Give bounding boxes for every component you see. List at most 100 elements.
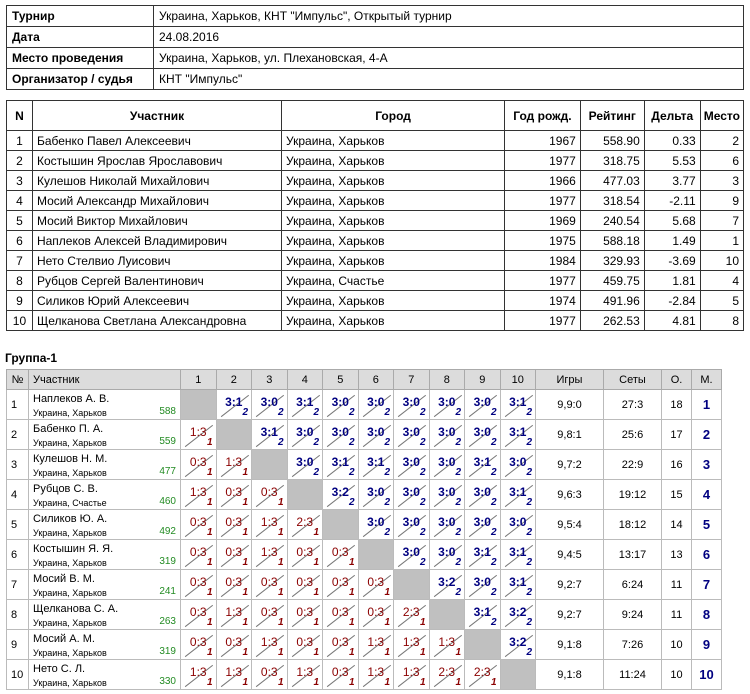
points-stat: 17 bbox=[661, 419, 692, 450]
match-result-cell: 3:1 2 bbox=[286, 389, 323, 420]
match-points: 2 bbox=[526, 497, 532, 508]
participant-cell: 588.18 bbox=[579, 230, 645, 251]
points-stat: 16 bbox=[661, 449, 692, 480]
info-key: Дата bbox=[6, 26, 154, 48]
participant-row: 5 Мосий Виктор Михайлович Украина, Харьков… bbox=[6, 210, 745, 231]
participant-cell: 3 bbox=[699, 170, 745, 191]
match-score: 3:0 bbox=[331, 425, 349, 439]
participant-cell: 5.53 bbox=[643, 150, 701, 171]
participant-cell: 8 bbox=[6, 270, 33, 291]
participant-cell: 1966 bbox=[504, 170, 581, 191]
participant-cell: 0.33 bbox=[643, 130, 701, 151]
diagonal-divider bbox=[220, 454, 249, 478]
participant-cell: Костышин Ярослав Ярославович bbox=[31, 150, 283, 171]
match-points: 2 bbox=[526, 647, 532, 658]
participant-row: 2 Костышин Ярослав Ярославович Украина, Ха… bbox=[6, 150, 745, 171]
participant-cell: -2.84 bbox=[643, 290, 701, 311]
match-score: 3:1 bbox=[509, 485, 527, 499]
match-result-cell: 2:3 1 bbox=[428, 659, 465, 690]
row-number: 5 bbox=[6, 509, 29, 540]
match-points: 2 bbox=[419, 467, 426, 478]
match-result-cell: 1:3 1 bbox=[357, 629, 394, 660]
col-header-games: Игры bbox=[535, 369, 604, 390]
match-result-cell: 3:0 2 bbox=[499, 449, 536, 480]
participant-cell: 7 bbox=[699, 210, 745, 231]
points-stat: 14 bbox=[661, 509, 692, 540]
participant-cell: 318.75 bbox=[579, 150, 645, 171]
match-points: 2 bbox=[277, 407, 284, 418]
match-points: 2 bbox=[526, 407, 532, 418]
row-number: 10 bbox=[6, 659, 29, 690]
col-header-opponent: 10 bbox=[499, 369, 536, 390]
match-result-cell: 1:3 1 bbox=[180, 479, 217, 510]
games-stat: 9,5:4 bbox=[535, 509, 604, 540]
match-result-cell: 3:0 2 bbox=[393, 419, 430, 450]
match-score: 3:0 bbox=[367, 515, 385, 529]
participant-cell: 1.49 bbox=[643, 230, 701, 251]
match-score: 0:3 bbox=[189, 635, 207, 649]
match-result-cell: 3:0 2 bbox=[357, 419, 394, 450]
match-points: 2 bbox=[419, 497, 426, 508]
place-stat: 2 bbox=[691, 419, 722, 450]
participant-cell: Украина, Харьков bbox=[281, 190, 506, 211]
player-rating: 477 bbox=[159, 466, 176, 477]
participants-header: Год рожд. bbox=[504, 100, 581, 131]
match-result-cell: 0:3 1 bbox=[286, 539, 323, 570]
participant-cell: 5 bbox=[6, 210, 33, 231]
match-score: 3:2 bbox=[331, 485, 349, 499]
match-score: 0:3 bbox=[260, 575, 278, 589]
participant-cell: 4.81 bbox=[643, 310, 701, 331]
player-name: Нето С. Л. bbox=[33, 663, 86, 675]
participant-cell: Украина, Харьков bbox=[281, 150, 506, 171]
match-result-cell: 3:0 2 bbox=[464, 509, 501, 540]
participant-cell: 1.81 bbox=[643, 270, 701, 291]
match-result-cell: 2:3 1 bbox=[464, 659, 501, 690]
match-score: 3:0 bbox=[509, 515, 527, 529]
participant-cell: 1974 bbox=[504, 290, 581, 311]
match-points: 2 bbox=[419, 527, 426, 538]
participant-cell: 1977 bbox=[504, 190, 581, 211]
match-result-cell: 3:1 2 bbox=[499, 539, 536, 570]
games-stat: 9,4:5 bbox=[535, 539, 604, 570]
diagonal-divider bbox=[504, 484, 533, 508]
diagonal-divider bbox=[326, 424, 356, 448]
diagonal-divider bbox=[362, 484, 391, 508]
row-number: 1 bbox=[6, 389, 29, 420]
diagonal-divider bbox=[255, 574, 285, 598]
match-result-cell: 3:1 2 bbox=[464, 539, 501, 570]
match-points: 1 bbox=[419, 647, 426, 658]
match-score: 3:0 bbox=[473, 425, 491, 439]
diagonal-divider bbox=[468, 574, 498, 598]
participant-row: 3 Кулешов Николай Михайлович Украина, Харь… bbox=[6, 170, 745, 191]
match-points: 2 bbox=[384, 527, 390, 538]
match-score: 3:1 bbox=[509, 395, 527, 409]
player-city: Украина, Харьков bbox=[33, 648, 107, 658]
match-score: 0:3 bbox=[367, 575, 385, 589]
diagonal-divider bbox=[291, 394, 320, 418]
match-result-cell: 3:2 2 bbox=[499, 629, 536, 660]
participant-cell: 1977 bbox=[504, 310, 581, 331]
match-score: 3:0 bbox=[473, 395, 491, 409]
match-result-cell: 3:1 2 bbox=[499, 419, 536, 450]
match-score: 1:3 bbox=[189, 485, 207, 499]
match-points: 1 bbox=[419, 617, 426, 628]
match-score: 2:3 bbox=[438, 665, 456, 679]
participant-cell: 1977 bbox=[504, 270, 581, 291]
info-row: Место проведения Украина, Харьков, ул. Пл… bbox=[6, 47, 744, 69]
diagonal-divider bbox=[184, 454, 214, 478]
match-points: 2 bbox=[384, 467, 390, 478]
participant-cell: 6 bbox=[699, 150, 745, 171]
diagonal-divider bbox=[184, 484, 214, 508]
match-points: 2 bbox=[490, 587, 497, 598]
group-row: 7 Мосий В. М. Украина, Харьков 241 0:3 1 0:3 1 0… bbox=[6, 569, 722, 600]
match-points: 1 bbox=[313, 557, 319, 568]
diagonal-divider bbox=[433, 394, 462, 418]
match-points: 2 bbox=[490, 437, 497, 448]
match-score: 1:3 bbox=[225, 455, 243, 469]
match-score: 3:0 bbox=[296, 455, 314, 469]
participant-cell: 9 bbox=[6, 290, 33, 311]
participant-cell: Бабенко Павел Алексеевич bbox=[31, 130, 283, 151]
match-points: 2 bbox=[526, 617, 532, 628]
match-score: 3:1 bbox=[367, 455, 385, 469]
games-stat: 9,8:1 bbox=[535, 419, 604, 450]
